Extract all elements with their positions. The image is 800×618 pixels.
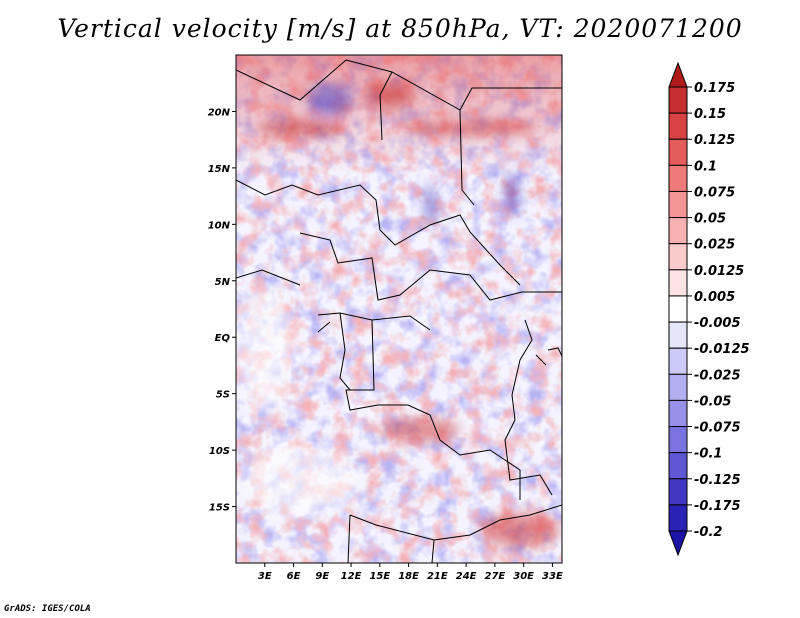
colorbar-label: -0.05 — [694, 394, 731, 409]
colorbar-swatch — [668, 321, 688, 349]
lat-tick-label: 15S — [209, 503, 230, 514]
colorbar-label: 0.05 — [694, 212, 726, 227]
colorbar-min-arrow — [668, 530, 688, 557]
lon-tick-label: 6E — [287, 571, 301, 582]
colorbar-max-arrow — [668, 61, 688, 88]
colorbar-label: -0.0125 — [694, 342, 750, 357]
lon-tick-label: 18E — [398, 571, 419, 582]
colorbar-label: -0.025 — [694, 368, 741, 383]
colorbar-swatch — [668, 373, 688, 401]
lat-tick-label: 20N — [208, 107, 231, 118]
colorbar-label: 0.15 — [694, 107, 726, 122]
colorbar-swatch — [668, 347, 688, 375]
colorbar-swatch — [668, 426, 688, 454]
colorbar-swatch — [668, 504, 688, 532]
longitude-axis: 3E 6E 9E 12E 15E 18E 21E 24E 27E 30E 33E — [258, 563, 563, 582]
colorbar-swatch — [668, 295, 688, 323]
map-frame — [235, 54, 563, 564]
lon-tick-label: 27E — [485, 571, 506, 582]
lat-tick-label: 10S — [209, 446, 230, 457]
colorbar-label: -0.075 — [694, 421, 741, 436]
lon-tick-label: 21E — [427, 571, 448, 582]
colorbar-label: 0.075 — [694, 185, 735, 200]
colorbar-label: -0.2 — [694, 525, 722, 540]
colorbar-label: 0.0125 — [694, 264, 744, 279]
colorbar-label: 0.005 — [694, 290, 735, 305]
colorbar-swatch — [668, 452, 688, 480]
lon-tick-label: 9E — [315, 571, 329, 582]
colorbar-label: 0.175 — [694, 81, 735, 96]
lat-tick-label: 15N — [208, 164, 231, 175]
lon-tick-label: 12E — [341, 571, 362, 582]
lon-tick-label: 15E — [369, 571, 390, 582]
colorbar-label: 0.025 — [694, 238, 735, 253]
credit-text: GrADS: IGES/COLA — [4, 604, 91, 614]
colorbar-label: 0.1 — [694, 159, 717, 174]
latitude-axis: 20N 15N 10N 5N EQ 5S 10S 15S — [208, 107, 236, 514]
map-title: Vertical velocity [m/s] at 850hPa, VT: 2… — [57, 14, 743, 43]
colorbar-label: 0.125 — [694, 133, 735, 148]
colorbar-swatch — [668, 243, 688, 271]
lon-tick-label: 24E — [456, 571, 477, 582]
colorbar-label: -0.1 — [694, 447, 722, 462]
lon-tick-label: 3E — [258, 571, 272, 582]
lat-tick-label: EQ — [215, 333, 231, 344]
colorbar-swatch — [668, 399, 688, 428]
velocity-field — [236, 55, 562, 563]
colorbar-swatch — [668, 478, 688, 506]
colorbar-label: -0.175 — [694, 499, 741, 514]
colorbar-swatch — [668, 86, 688, 114]
colorbar-swatch — [668, 190, 688, 219]
lat-tick-label: 10N — [208, 220, 231, 231]
colorbar-swatch — [668, 164, 688, 192]
colorbar-label: -0.125 — [694, 473, 741, 488]
lat-tick-label: 5S — [216, 390, 230, 401]
colorbar-swatch — [668, 217, 688, 245]
lon-tick-label: 33E — [542, 571, 563, 582]
colorbar: 0.175 0.15 0.125 0.1 0.075 0.05 0.025 0.0125 0.0… — [668, 61, 750, 557]
lon-tick-label: 30E — [513, 571, 534, 582]
colorbar-label: -0.005 — [694, 316, 741, 331]
colorbar-swatch — [668, 269, 688, 297]
lat-tick-label: 5N — [215, 277, 231, 288]
colorbar-swatch — [668, 138, 688, 166]
country-borders — [236, 59, 562, 563]
colorbar-swatch — [668, 112, 688, 140]
